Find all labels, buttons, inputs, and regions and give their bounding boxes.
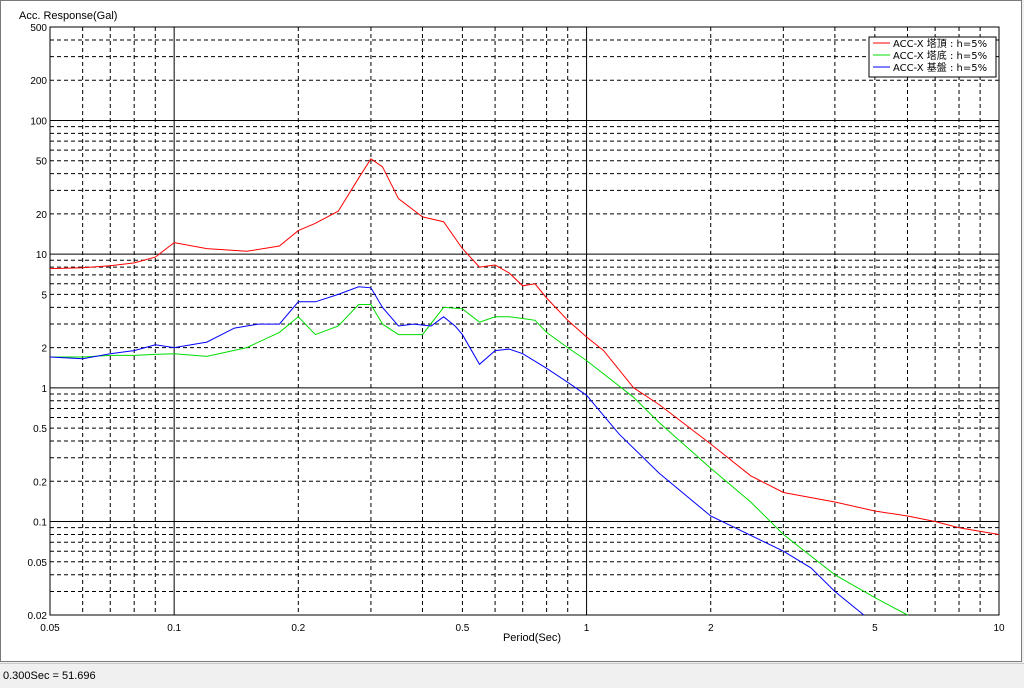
- legend-label-1: ACC-X 塔頂 : h=5%: [893, 37, 987, 50]
- x-tick-label: 0.2: [291, 623, 305, 634]
- y-tick-label: 0.2: [33, 477, 47, 488]
- plot-area-frame: [49, 26, 1000, 616]
- x-tick-label: 0.5: [455, 623, 469, 634]
- x-axis-title: Period(Sec): [503, 632, 561, 644]
- series-lines: [49, 158, 1000, 616]
- y-tick-label: 0.1: [33, 518, 47, 529]
- chart-window: Acc. Response(Gal) Period(Sec) 0.05 0.1 0.…: [0, 0, 1022, 662]
- y-tick-label: 20: [36, 210, 48, 221]
- x-tick-label: 2: [708, 623, 714, 634]
- y-tick-label: 200: [30, 76, 47, 87]
- y-axis-title: Acc. Response(Gal): [19, 10, 117, 22]
- legend: ACC-X 塔頂 : h=5%ACC-X 塔底 : h=5%ACC-X 基盤 :…: [868, 36, 997, 78]
- status-readout: 0.300Sec = 51.696: [3, 670, 96, 682]
- y-tick-label: 5: [41, 290, 47, 301]
- x-tick-label: 0.05: [40, 623, 60, 634]
- series-line-1: [49, 158, 1000, 535]
- grid: [49, 26, 1000, 616]
- x-tick-label: 1: [584, 623, 590, 634]
- legend-label-3: ACC-X 基盤 : h=5%: [893, 61, 987, 74]
- y-tick-label: 0.5: [33, 424, 47, 435]
- y-tick-label: 0.05: [28, 558, 48, 569]
- y-tick-label: 0.02: [28, 611, 48, 622]
- tick-labels: 0.05 0.1 0.2 0.5 1 2 5 10 500 200 100 50 20 10 5 2 1 0.5 0…: [28, 23, 1005, 634]
- y-tick-label: 10: [36, 250, 48, 261]
- y-tick-label: 100: [30, 116, 47, 127]
- series-line-2: [50, 304, 908, 616]
- response-spectrum-chart: Acc. Response(Gal) Period(Sec) 0.05 0.1 0.…: [19, 10, 1005, 644]
- series-line-3: [49, 286, 865, 616]
- status-bar: 0.300Sec = 51.696: [0, 663, 1024, 688]
- legend-box: [868, 36, 997, 78]
- x-tick-label: 0.1: [167, 623, 181, 634]
- y-tick-label: 2: [41, 344, 47, 355]
- y-tick-label: 50: [36, 157, 48, 168]
- y-tick-label: 1: [41, 384, 47, 395]
- y-tick-label: 500: [30, 23, 47, 34]
- x-tick-label: 10: [993, 623, 1005, 634]
- legend-label-2: ACC-X 塔底 : h=5%: [893, 49, 987, 62]
- x-tick-label: 5: [872, 623, 878, 634]
